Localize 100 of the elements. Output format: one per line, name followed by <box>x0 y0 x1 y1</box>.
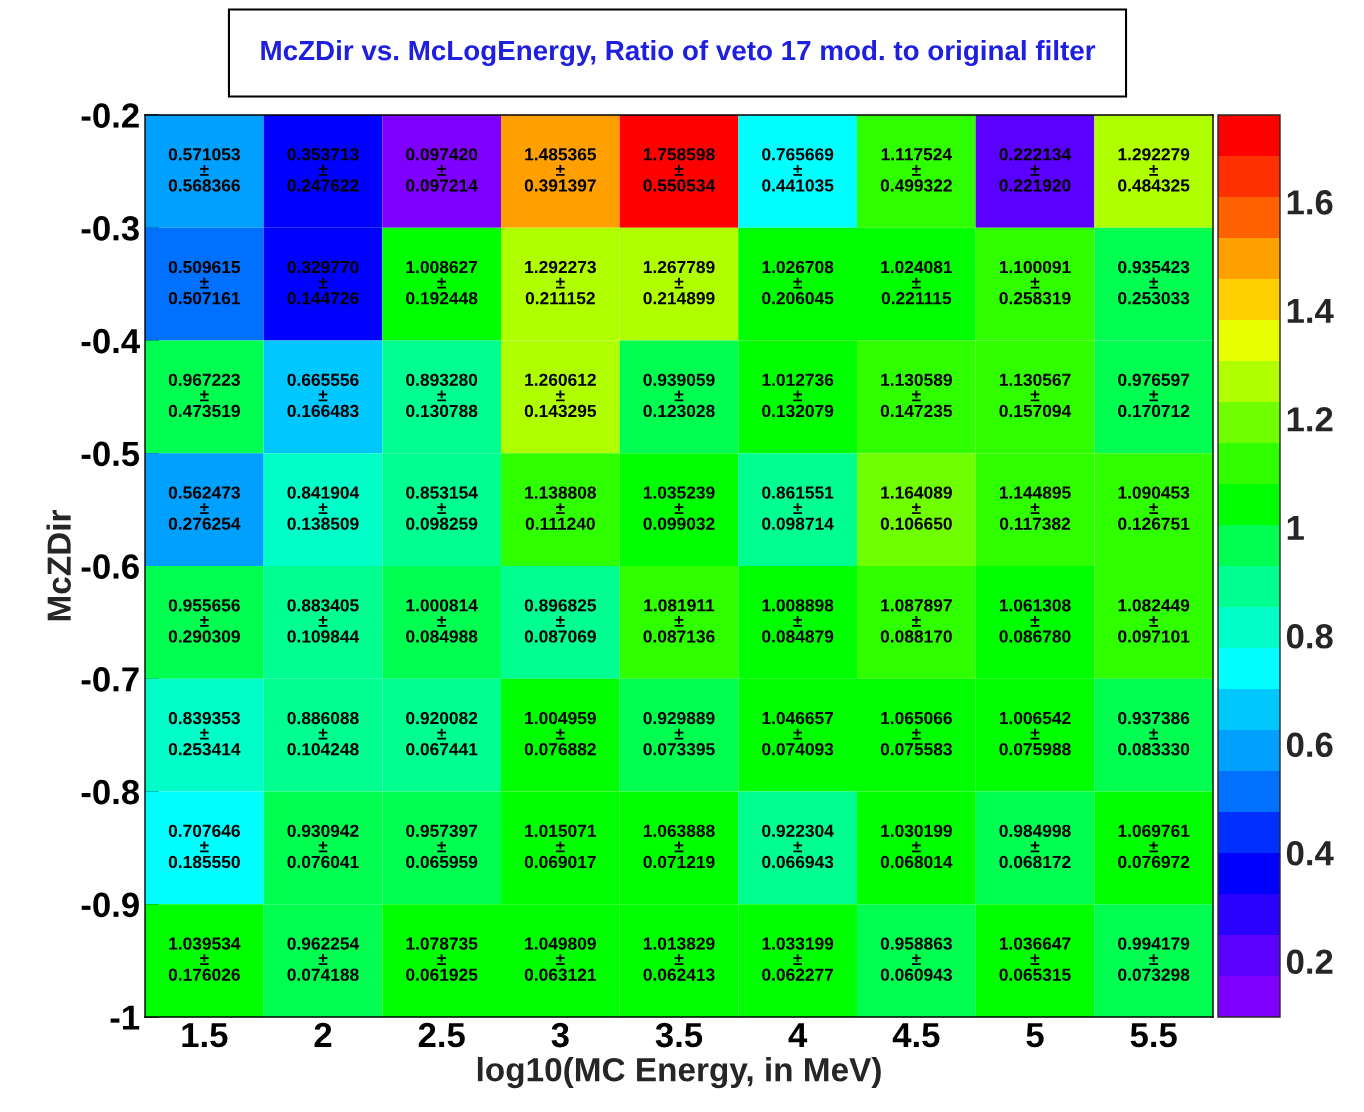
data-label: 1.117524 ± 0.499322 <box>880 148 952 192</box>
data-label: 1.033199 ± 0.062277 <box>762 937 834 981</box>
data-label: 1.004959 ± 0.076882 <box>524 711 596 756</box>
data-label: 0.841904 ± 0.138509 <box>287 486 360 530</box>
data-label: 0.976597 ± 0.170712 <box>1118 373 1190 418</box>
data-label: 0.353713 ± 0.247622 <box>287 148 359 192</box>
data-label: 1.024081 ± 0.221115 <box>881 260 953 305</box>
data-label: 1.078735 ± 0.061925 <box>406 937 478 981</box>
data-label: 1.081911 ± 0.087136 <box>643 599 715 643</box>
x-tick-label: 3.5 <box>655 1022 703 1048</box>
x-tick-label: 4.5 <box>892 1023 940 1048</box>
x-tick-label: 2 <box>314 1022 332 1048</box>
data-label: 1.061308 ± 0.086780 <box>999 599 1071 643</box>
x-axis-title: log10(MC Energy, in MeV) <box>477 1057 881 1089</box>
y-tick-label: -0.7 <box>81 667 139 692</box>
data-label: 1.260612 ± 0.143295 <box>524 373 597 418</box>
data-label: 1.069761 ± 0.076972 <box>1118 824 1190 869</box>
data-label: 1.000814 ± 0.084988 <box>406 599 478 643</box>
data-label: 0.839353 ± 0.253414 <box>168 711 241 756</box>
y-tick-label: -0.6 <box>81 554 139 579</box>
y-tick-label: -0.4 <box>81 328 140 354</box>
data-label: 0.930942 ± 0.076041 <box>287 824 359 869</box>
y-axis-title: McZDir <box>46 510 71 621</box>
color-bar-label: 0.2 <box>1286 949 1333 975</box>
data-label: 1.036647 ± 0.065315 <box>999 937 1071 981</box>
data-label: 1.008627 ± 0.192448 <box>406 260 478 305</box>
color-bar-label: 0.8 <box>1286 624 1333 649</box>
y-tick-label: -0.8 <box>81 779 140 805</box>
data-label: 0.509615 ± 0.507161 <box>168 260 241 305</box>
data-label: 1.008898 ± 0.084879 <box>762 599 834 643</box>
data-label: 0.937386 ± 0.083330 <box>1118 711 1190 756</box>
data-label: 0.886088 ± 0.104248 <box>287 711 359 756</box>
x-tick-label: 5.5 <box>1130 1023 1177 1048</box>
data-label: 0.893280 ± 0.130788 <box>406 373 478 418</box>
y-tick-label: -0.3 <box>81 216 139 241</box>
data-label: 1.138808 ± 0.111240 <box>525 486 597 530</box>
data-label: 1.292279 ± 0.484325 <box>1118 148 1190 192</box>
data-label: 1.100091 ± 0.258319 <box>999 260 1071 305</box>
data-label: 1.012736 ± 0.132079 <box>762 373 834 418</box>
data-label: 1.015071 ± 0.069017 <box>524 824 597 869</box>
data-label: 0.562473 ± 0.276254 <box>168 486 241 530</box>
data-label: 0.967223 ± 0.473519 <box>168 373 240 418</box>
y-tick-label: -0.2 <box>81 103 139 128</box>
data-label: 0.853154 ± 0.098259 <box>406 486 478 530</box>
x-tick-label: 2.5 <box>418 1022 465 1048</box>
data-label: 1.090453 ± 0.126751 <box>1118 486 1190 530</box>
data-label: 1.030199 ± 0.068014 <box>880 824 953 869</box>
data-label: 1.065066 ± 0.075583 <box>880 711 952 756</box>
data-label: 1.046657 ± 0.074093 <box>762 711 834 756</box>
x-tick-label: 1.5 <box>182 1023 228 1048</box>
data-label: 1.267789 ± 0.214899 <box>643 260 715 305</box>
y-tick-label: -0.9 <box>81 892 139 918</box>
data-label: 0.929889 ± 0.073395 <box>643 711 715 756</box>
x-tick-label: 4 <box>788 1023 808 1048</box>
data-label: 1.063888 ± 0.071219 <box>643 824 715 869</box>
color-bar-label: 0.6 <box>1286 732 1333 758</box>
data-label: 0.984998 ± 0.068172 <box>999 824 1071 869</box>
data-label: 0.935423 ± 0.253033 <box>1118 260 1190 305</box>
data-label: 0.955656 ± 0.290309 <box>168 599 240 643</box>
data-label: 1.164089 ± 0.106650 <box>880 486 952 530</box>
color-bar-label: 1.4 <box>1287 298 1334 323</box>
data-label: 1.485365 ± 0.391397 <box>524 148 597 192</box>
data-label: 0.957397 ± 0.065959 <box>406 824 478 869</box>
x-tick-label: 3 <box>551 1022 569 1048</box>
data-label: 1.758598 ± 0.550534 <box>643 148 716 192</box>
data-label: 1.130567 ± 0.157094 <box>999 373 1072 418</box>
color-bar-label: 1.6 <box>1287 190 1333 215</box>
data-label: 0.958863 ± 0.060943 <box>880 937 952 981</box>
data-label: 0.665556 ± 0.166483 <box>287 373 359 418</box>
data-label: 0.920082 ± 0.067441 <box>406 711 478 756</box>
data-label: 0.571053 ± 0.568366 <box>168 148 240 192</box>
data-label: 1.035239 ± 0.099032 <box>643 486 715 530</box>
data-label: 1.087897 ± 0.088170 <box>880 599 952 643</box>
data-label: 0.994179 ± 0.073298 <box>1118 937 1190 981</box>
color-bar-label: 1.2 <box>1287 407 1333 432</box>
data-label: 0.765669 ± 0.441035 <box>762 148 834 192</box>
data-label: 1.006542 ± 0.075988 <box>999 711 1071 756</box>
chart-title: McZDir vs. McLogEnergy, Ratio of veto 17 mod. to original filter <box>261 39 1096 67</box>
data-label: 0.707646 ± 0.185550 <box>168 824 240 869</box>
data-label: 0.883405 ± 0.109844 <box>287 599 360 643</box>
data-label: 1.013829 ± 0.062413 <box>643 937 715 981</box>
data-label: 1.082449 ± 0.097101 <box>1118 599 1190 643</box>
data-label: 0.097420 ± 0.097214 <box>406 148 478 192</box>
data-label: 1.144895 ± 0.117382 <box>999 486 1071 530</box>
data-label: 1.130589 ± 0.147235 <box>880 373 953 418</box>
y-tick-label: -0.5 <box>81 441 140 467</box>
color-bar-label: 0.4 <box>1286 840 1334 866</box>
data-label: 0.329770 ± 0.144726 <box>287 260 359 305</box>
color-bar-label: 1 <box>1287 515 1304 540</box>
data-label: 0.939059 ± 0.123028 <box>643 373 715 418</box>
data-label: 1.049809 ± 0.063121 <box>524 937 597 981</box>
data-label: 1.292273 ± 0.211152 <box>525 260 596 305</box>
y-tick-label: -1 <box>110 1005 140 1030</box>
data-label: 0.922304 ± 0.066943 <box>762 824 834 869</box>
data-label: 0.896825 ± 0.087069 <box>524 599 597 643</box>
data-label: 0.861551 ± 0.098714 <box>762 486 834 530</box>
data-label: 0.222134 ± 0.221920 <box>999 148 1072 192</box>
data-label: 1.039534 ± 0.176026 <box>168 937 241 981</box>
x-tick-label: 5 <box>1026 1023 1044 1048</box>
data-label: 0.962254 ± 0.074188 <box>287 937 360 981</box>
